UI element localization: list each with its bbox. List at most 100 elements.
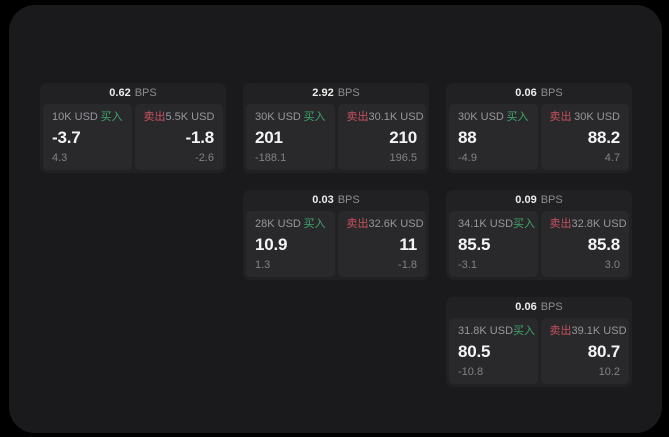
bps-unit-label: BPS bbox=[134, 87, 157, 99]
bps-unit-label: BPS bbox=[540, 87, 563, 99]
buy-label: 买入 bbox=[303, 218, 326, 230]
quote-panels: 10K USD 买入 -3.7 4.3 卖出 5.5K USD -1.8 -2.… bbox=[43, 104, 223, 170]
buy-panel-header: 31.8K USD 买入 bbox=[458, 325, 535, 337]
sell-price: 85.8 bbox=[587, 234, 620, 254]
quote-panels: 34.1K USD 买入 85.5 -3.1 卖出 32.8K USD 85.8… bbox=[449, 211, 629, 277]
sell-panel[interactable]: 卖出 32.8K USD 85.8 3.0 bbox=[540, 211, 629, 277]
sell-panel-header: 卖出 5.5K USD bbox=[144, 111, 215, 123]
sell-delta: -2.6 bbox=[195, 152, 214, 164]
sell-label: 卖出 bbox=[346, 111, 369, 123]
buy-panel-header: 30K USD 买入 bbox=[458, 111, 529, 123]
quote-card: 0.62 BPS 10K USD 买入 -3.7 4.3 卖出 5.5K USD… bbox=[40, 83, 226, 173]
buy-panel[interactable]: 10K USD 买入 -3.7 4.3 bbox=[43, 104, 132, 170]
bps-unit-label: BPS bbox=[540, 301, 563, 313]
sell-label: 卖出 bbox=[549, 218, 572, 230]
buy-delta: 4.3 bbox=[52, 152, 68, 164]
bps-value: 0.09 bbox=[515, 194, 537, 206]
sell-panel-header: 卖出 32.8K USD bbox=[549, 218, 627, 230]
buy-price: 88 bbox=[458, 127, 477, 147]
buy-label: 买入 bbox=[513, 218, 536, 230]
sell-panel[interactable]: 卖出 5.5K USD -1.8 -2.6 bbox=[134, 104, 223, 170]
sell-delta: 196.5 bbox=[389, 152, 417, 164]
buy-panel[interactable]: 30K USD 买入 88 -4.9 bbox=[449, 104, 538, 170]
sell-label: 卖出 bbox=[346, 218, 369, 230]
app-window: 0.62 BPS 10K USD 买入 -3.7 4.3 卖出 5.5K USD… bbox=[9, 5, 662, 433]
quote-card: 0.03 BPS 28K USD 买入 10.9 1.3 卖出 32.6K US… bbox=[243, 190, 429, 280]
buy-label: 买入 bbox=[100, 111, 123, 123]
card-header: 0.62 BPS bbox=[43, 83, 223, 104]
bps-value: 0.06 bbox=[515, 301, 537, 313]
bps-value: 0.06 bbox=[515, 87, 537, 99]
sell-panel-header: 卖出 30.1K USD bbox=[346, 111, 424, 123]
quote-panels: 31.8K USD 买入 80.5 -10.8 卖出 39.1K USD 80.… bbox=[449, 318, 629, 384]
sell-amount: 30.1K USD bbox=[368, 111, 424, 123]
bps-unit-label: BPS bbox=[337, 194, 360, 206]
buy-panel-header: 10K USD 买入 bbox=[52, 111, 123, 123]
buy-delta: -10.8 bbox=[458, 366, 484, 378]
sell-amount: 30K USD bbox=[574, 111, 620, 123]
sell-amount: 32.8K USD bbox=[571, 218, 627, 230]
buy-amount: 31.8K USD bbox=[458, 325, 514, 337]
sell-price: 210 bbox=[389, 127, 417, 147]
sell-delta: 10.2 bbox=[598, 366, 620, 378]
buy-label: 买入 bbox=[513, 325, 536, 337]
buy-panel[interactable]: 28K USD 买入 10.9 1.3 bbox=[246, 211, 335, 277]
buy-panel[interactable]: 31.8K USD 买入 80.5 -10.8 bbox=[449, 318, 538, 384]
buy-panel[interactable]: 30K USD 买入 201 -188.1 bbox=[246, 104, 335, 170]
sell-panel-header: 卖出 39.1K USD bbox=[549, 325, 627, 337]
buy-delta: -188.1 bbox=[255, 152, 287, 164]
buy-delta: -3.1 bbox=[458, 259, 477, 271]
buy-price: -3.7 bbox=[52, 127, 81, 147]
sell-amount: 5.5K USD bbox=[165, 111, 215, 123]
sell-panel-header: 卖出 30K USD bbox=[550, 111, 621, 123]
quote-card: 0.06 BPS 30K USD 买入 88 -4.9 卖出 30K USD 8… bbox=[446, 83, 632, 173]
buy-delta: 1.3 bbox=[255, 259, 271, 271]
quote-panels: 28K USD 买入 10.9 1.3 卖出 32.6K USD 11 -1.8 bbox=[246, 211, 426, 277]
bps-unit-label: BPS bbox=[337, 87, 360, 99]
quotes-grid: 0.62 BPS 10K USD 买入 -3.7 4.3 卖出 5.5K USD… bbox=[40, 83, 632, 387]
card-header: 0.09 BPS bbox=[449, 190, 629, 211]
card-header: 2.92 BPS bbox=[246, 83, 426, 104]
buy-panel-header: 30K USD 买入 bbox=[255, 111, 326, 123]
sell-panel-header: 卖出 32.6K USD bbox=[346, 218, 424, 230]
sell-price: 80.7 bbox=[587, 341, 620, 361]
bps-value: 2.92 bbox=[312, 87, 334, 99]
sell-price: 88.2 bbox=[587, 127, 620, 147]
sell-panel[interactable]: 卖出 39.1K USD 80.7 10.2 bbox=[540, 318, 629, 384]
sell-price: 11 bbox=[399, 234, 417, 254]
quote-panels: 30K USD 买入 201 -188.1 卖出 30.1K USD 210 1… bbox=[246, 104, 426, 170]
bps-unit-label: BPS bbox=[540, 194, 563, 206]
buy-panel-header: 28K USD 买入 bbox=[255, 218, 326, 230]
sell-price: -1.8 bbox=[185, 127, 215, 147]
bps-value: 0.03 bbox=[312, 194, 334, 206]
sell-delta: 3.0 bbox=[604, 259, 620, 271]
buy-panel-header: 34.1K USD 买入 bbox=[458, 218, 535, 230]
buy-amount: 28K USD bbox=[255, 218, 301, 230]
sell-amount: 32.6K USD bbox=[368, 218, 424, 230]
buy-amount: 30K USD bbox=[255, 111, 301, 123]
buy-delta: -4.9 bbox=[458, 152, 477, 164]
buy-price: 201 bbox=[255, 127, 283, 147]
buy-label: 买入 bbox=[506, 111, 529, 123]
buy-label: 买入 bbox=[303, 111, 326, 123]
buy-amount: 34.1K USD bbox=[458, 218, 514, 230]
buy-amount: 30K USD bbox=[458, 111, 504, 123]
bps-value: 0.62 bbox=[109, 87, 131, 99]
sell-label: 卖出 bbox=[549, 325, 572, 337]
buy-panel[interactable]: 34.1K USD 买入 85.5 -3.1 bbox=[449, 211, 538, 277]
buy-price: 80.5 bbox=[458, 341, 491, 361]
card-header: 0.03 BPS bbox=[246, 190, 426, 211]
sell-label: 卖出 bbox=[143, 111, 166, 123]
sell-delta: 4.7 bbox=[604, 152, 620, 164]
sell-amount: 39.1K USD bbox=[571, 325, 627, 337]
sell-panel[interactable]: 卖出 30K USD 88.2 4.7 bbox=[540, 104, 629, 170]
quote-panels: 30K USD 买入 88 -4.9 卖出 30K USD 88.2 4.7 bbox=[449, 104, 629, 170]
quote-card: 2.92 BPS 30K USD 买入 201 -188.1 卖出 30.1K … bbox=[243, 83, 429, 173]
card-header: 0.06 BPS bbox=[449, 297, 629, 318]
card-header: 0.06 BPS bbox=[449, 83, 629, 104]
sell-panel[interactable]: 卖出 30.1K USD 210 196.5 bbox=[337, 104, 426, 170]
buy-amount: 10K USD bbox=[52, 111, 98, 123]
quote-card: 0.06 BPS 31.8K USD 买入 80.5 -10.8 卖出 39.1… bbox=[446, 297, 632, 387]
sell-panel[interactable]: 卖出 32.6K USD 11 -1.8 bbox=[337, 211, 426, 277]
buy-price: 85.5 bbox=[458, 234, 491, 254]
